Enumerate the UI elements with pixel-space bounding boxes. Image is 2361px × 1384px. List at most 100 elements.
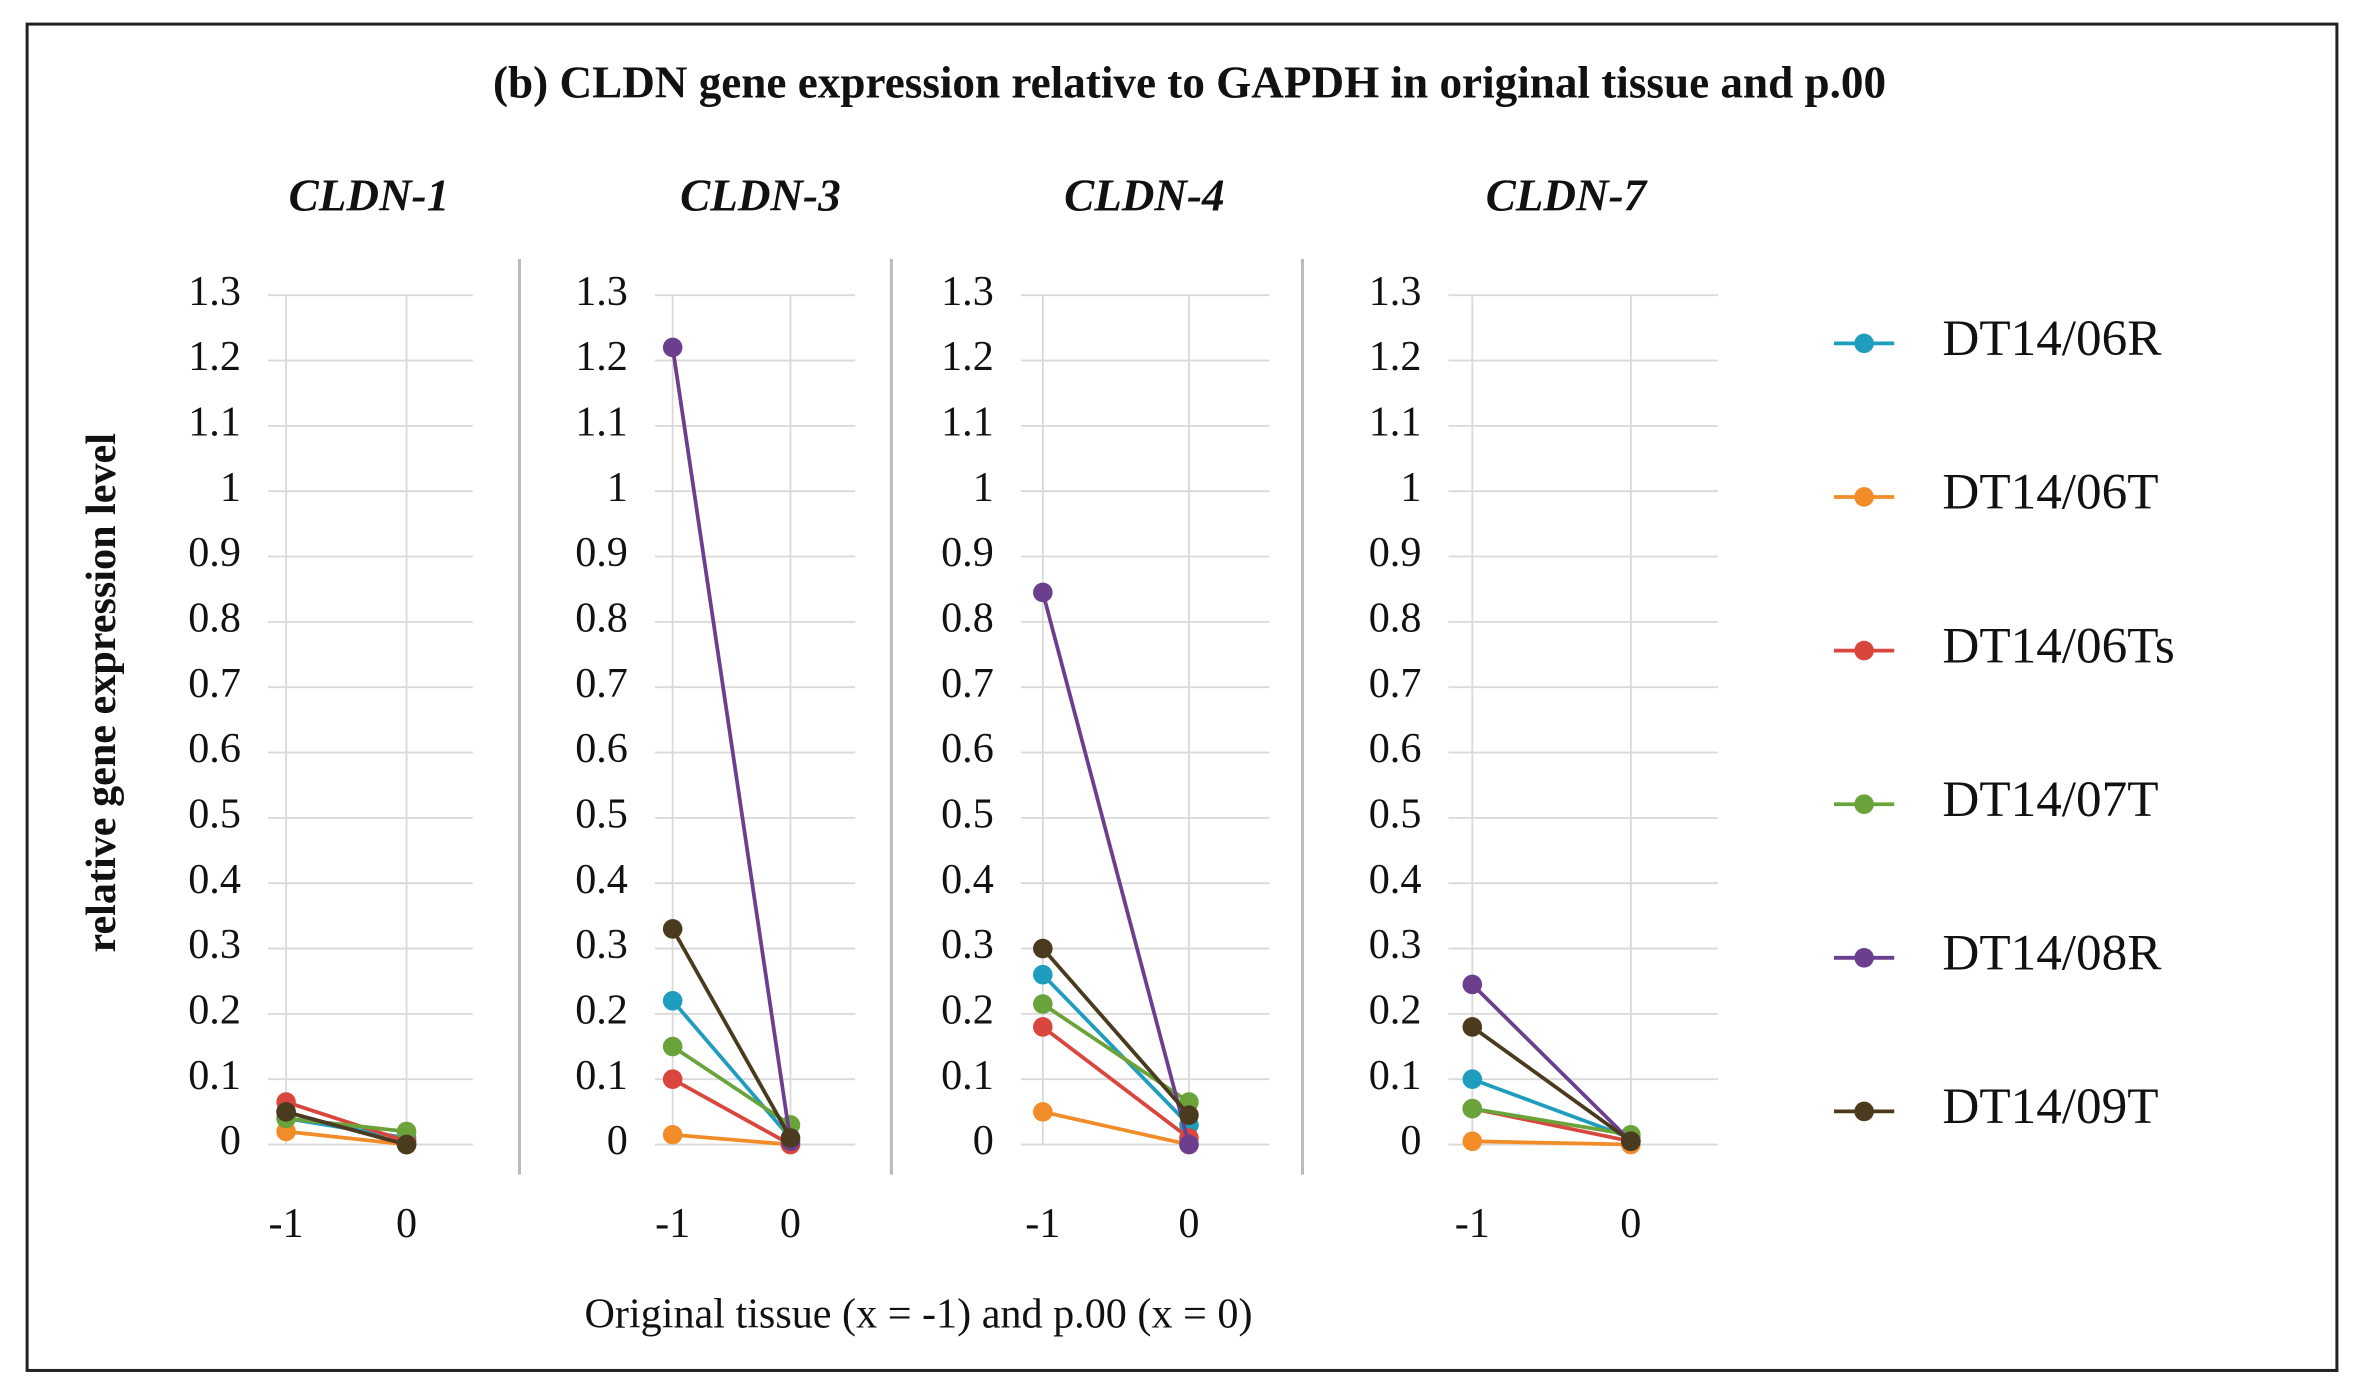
- y-tick-label: 1.1: [1369, 399, 1422, 446]
- y-tick-label: 0.1: [941, 1052, 994, 1099]
- series-line: [672, 1132, 791, 1147]
- series-line: [670, 347, 793, 1142]
- legend-marker: [1854, 794, 1874, 814]
- data-point: [662, 991, 683, 1011]
- y-tick-label: 0.9: [941, 529, 994, 576]
- data-point: [396, 1134, 417, 1155]
- legend-label: DT14/06Ts: [1942, 617, 2174, 674]
- y-tick-label: 0.4: [575, 856, 628, 903]
- series-line: [671, 1044, 792, 1127]
- x-tick-label: 0: [780, 1200, 801, 1247]
- series-line: [671, 1077, 792, 1147]
- series-line: [1472, 1139, 1631, 1147]
- data-point: [1462, 1098, 1483, 1119]
- y-tick-label: 0: [220, 1117, 241, 1164]
- y-tick-label: 1.3: [188, 268, 241, 315]
- y-tick-label: 0.8: [941, 595, 994, 642]
- legend-label: DT14/06T: [1942, 464, 2158, 521]
- data-point: [780, 1128, 801, 1148]
- panel-title: CLDN-7: [1486, 171, 1649, 221]
- y-tick-label: 1: [1400, 464, 1421, 511]
- y-tick-label: 0: [973, 1117, 994, 1164]
- y-tick-label: 0.2: [575, 987, 628, 1034]
- y-tick-label: 0.3: [188, 921, 241, 968]
- data-point: [662, 1036, 683, 1057]
- series-line: [285, 1129, 407, 1147]
- data-point: [662, 1069, 683, 1090]
- series-line: [1041, 947, 1191, 1117]
- series-line: [1040, 591, 1191, 1146]
- panel-title: CLDN-3: [680, 171, 841, 221]
- series-line: [1042, 1110, 1190, 1147]
- y-tick-label: 0.9: [1369, 529, 1422, 576]
- y-tick-label: 1.1: [188, 399, 241, 446]
- legend-marker: [1854, 333, 1874, 354]
- y-tick-label: 0.4: [188, 856, 241, 903]
- legend-marker: [1854, 487, 1874, 507]
- data-point: [1033, 1017, 1053, 1037]
- y-tick-label: 0.1: [188, 1052, 241, 1099]
- y-tick-label: 0.1: [1369, 1052, 1422, 1099]
- y-tick-label: 0: [607, 1117, 628, 1164]
- legend-label: DT14/07T: [1942, 771, 2158, 828]
- y-tick-label: 0.6: [941, 725, 994, 772]
- y-tick-label: 0.9: [575, 529, 628, 576]
- y-tick-label: 0.3: [1369, 921, 1422, 968]
- y-tick-label: 0.2: [188, 987, 241, 1034]
- y-tick-label: 1.2: [1369, 333, 1422, 380]
- data-point: [1179, 1134, 1199, 1155]
- y-tick-label: 1.2: [188, 333, 241, 380]
- figure-border: [25, 22, 2339, 1372]
- y-tick-label: 0.7: [1369, 660, 1422, 707]
- series-line: [1041, 973, 1191, 1127]
- y-tick-label: 0.7: [941, 660, 994, 707]
- data-point: [1179, 1105, 1199, 1125]
- y-tick-label: 0.2: [1369, 987, 1422, 1034]
- y-axis-label: relative gene expression level: [78, 433, 125, 952]
- y-tick-label: 0.4: [1369, 856, 1422, 903]
- panel-title: CLDN-4: [1064, 171, 1225, 221]
- y-tick-label: 1: [220, 464, 241, 511]
- legend-marker: [1854, 640, 1874, 661]
- data-point: [662, 337, 683, 358]
- series-line: [671, 999, 792, 1140]
- series-line: [285, 1110, 408, 1147]
- series-line: [285, 1100, 408, 1144]
- series-line: [1471, 1025, 1632, 1143]
- y-tick-label: 1.2: [575, 333, 628, 380]
- legend-label: DT14/09T: [1942, 1078, 2158, 1135]
- data-point: [662, 919, 683, 939]
- y-tick-label: 0.5: [1369, 791, 1422, 838]
- y-tick-label: 1.3: [1369, 268, 1422, 315]
- series-line: [1470, 983, 1633, 1143]
- data-point: [1462, 1131, 1483, 1152]
- y-tick-label: 0.3: [575, 921, 628, 968]
- series-line: [285, 1116, 407, 1134]
- y-tick-label: 0.7: [575, 660, 628, 707]
- x-tick-label: 0: [1178, 1200, 1199, 1247]
- y-tick-label: 0.8: [1369, 595, 1422, 642]
- y-tick-label: 1.1: [941, 399, 994, 446]
- y-tick-label: 0.4: [941, 856, 994, 903]
- data-point: [1033, 1102, 1053, 1122]
- y-tick-label: 0.8: [575, 595, 628, 642]
- series-line: [1471, 1106, 1632, 1137]
- panel-title: CLDN-1: [289, 171, 450, 221]
- y-tick-label: 1.2: [941, 333, 994, 380]
- figure-title: (b) CLDN gene expression relative to GAP…: [493, 58, 1886, 108]
- data-point: [1033, 994, 1053, 1014]
- y-tick-label: 0.5: [941, 791, 994, 838]
- data-point: [1462, 1017, 1483, 1037]
- y-tick-label: 0.8: [188, 595, 241, 642]
- y-tick-label: 1.3: [575, 268, 628, 315]
- x-tick-label: -1: [655, 1200, 690, 1247]
- data-point: [1462, 974, 1483, 995]
- legend-label: DT14/08R: [1942, 925, 2162, 982]
- legend-marker: [1854, 1101, 1874, 1122]
- y-tick-label: 1: [607, 464, 628, 511]
- series-line: [671, 928, 793, 1139]
- series-line: [1041, 1025, 1191, 1140]
- x-tick-label: -1: [1025, 1200, 1060, 1247]
- x-tick-label: -1: [1455, 1200, 1490, 1247]
